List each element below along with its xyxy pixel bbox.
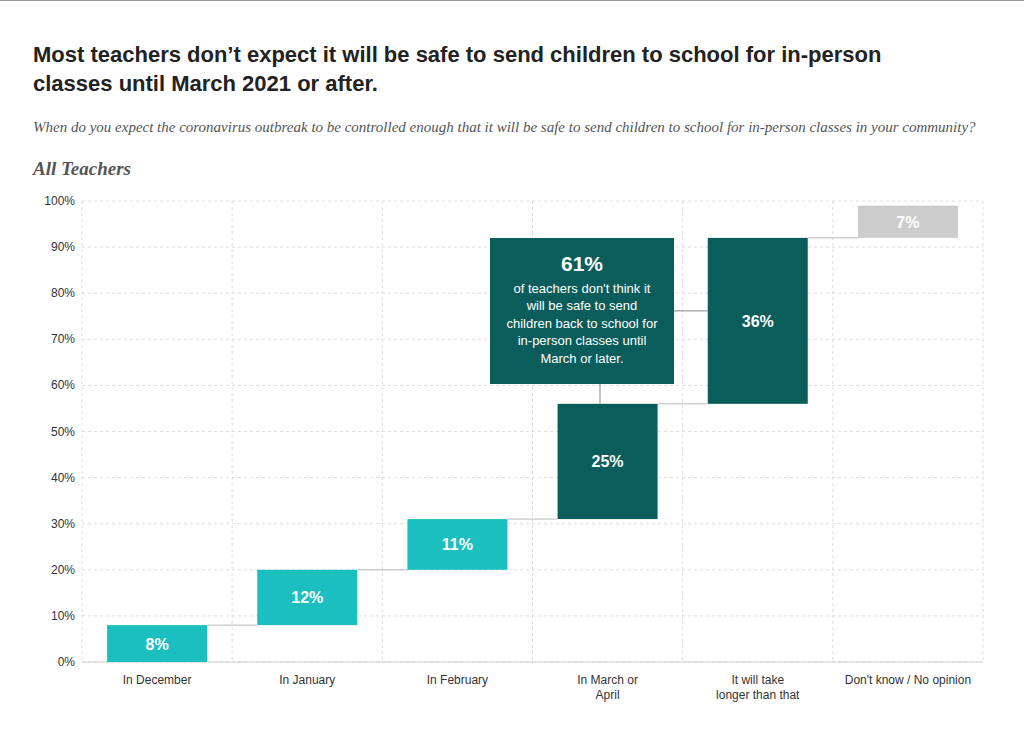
annotation-leader (674, 310, 708, 311)
bar (708, 238, 808, 404)
y-tick-label: 70% (51, 332, 75, 346)
grid-line-vertical (382, 201, 383, 662)
y-tick-label: 30% (51, 517, 75, 531)
data-label: 36% (742, 313, 774, 330)
grid-line-vertical (682, 201, 683, 662)
bar (257, 570, 357, 625)
x-tick-label: It will takelonger than that (716, 673, 800, 702)
grid-line-vertical (983, 201, 984, 662)
bars (107, 206, 958, 662)
x-tick-label: Don't know / No opinion (845, 673, 971, 687)
connector (808, 237, 858, 238)
y-tick-label: 0% (58, 655, 76, 669)
data-label: 11% (442, 536, 473, 553)
grid-line-vertical (832, 201, 833, 662)
annotation-label: 61% (506, 252, 658, 276)
y-tick-label: 20% (51, 563, 75, 577)
x-axis-line (82, 662, 983, 663)
connector (357, 569, 407, 570)
title: Most teachers don’t expect it will be sa… (33, 40, 953, 98)
x-tick-label: In March orApril (577, 673, 638, 702)
data-label: 12% (291, 589, 323, 606)
y-tick-label: 60% (51, 378, 75, 392)
y-tick-label: 50% (51, 425, 75, 439)
connector (658, 403, 708, 404)
bar (858, 206, 958, 238)
bar (407, 519, 507, 570)
annotation-text: of teachers don't think it will be safe … (506, 280, 658, 368)
grid (82, 201, 983, 662)
bar (107, 625, 207, 662)
grid-line-vertical (82, 201, 83, 662)
y-tick-label: 80% (51, 286, 75, 300)
annotation-leader (600, 384, 601, 404)
grid-line (82, 385, 983, 386)
subtitle: When do you expect the coronavirus outbr… (33, 119, 993, 136)
bar (558, 404, 658, 519)
y-tick-label: 90% (51, 240, 75, 254)
annotation-box: 61% of teachers don't think it will be sa… (490, 238, 674, 384)
data-label: 8% (146, 636, 169, 653)
y-tick-label: 10% (51, 609, 75, 623)
y-tick-label: 100% (44, 194, 75, 208)
x-axis-labels: In December In January In February In March… (123, 673, 971, 702)
x-tick-label: In December (123, 673, 192, 687)
x-tick-label: In January (279, 673, 335, 687)
data-label: 7% (896, 214, 919, 231)
panel-title: All Teachers (33, 158, 131, 180)
connector (507, 519, 557, 520)
data-label: 25% (592, 453, 624, 470)
connectors (207, 238, 858, 625)
y-tick-label: 40% (51, 471, 75, 485)
data-labels: 8% 12% 11% 25% 36% 7% (146, 214, 920, 653)
connector (207, 625, 257, 626)
top-rule (0, 0, 1024, 1)
x-tick-label: In February (427, 673, 488, 687)
grid-line-vertical (232, 201, 233, 662)
grid-line (82, 662, 983, 663)
grid-line (82, 523, 983, 524)
